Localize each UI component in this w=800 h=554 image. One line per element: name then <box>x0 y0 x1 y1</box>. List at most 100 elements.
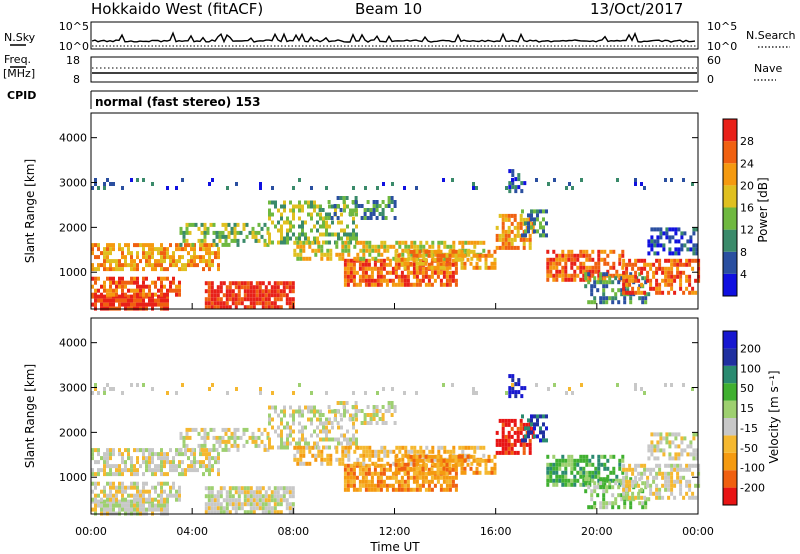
velocity-cell <box>637 463 641 468</box>
velocity-cell <box>683 436 687 441</box>
velocity-cell <box>366 421 370 425</box>
power-cell <box>688 258 692 263</box>
velocity-cell <box>470 461 474 466</box>
velocity-cell <box>267 506 271 511</box>
power-cell <box>349 266 353 271</box>
power-cell <box>552 277 556 282</box>
velocity-cell <box>136 493 139 498</box>
velocity-cell <box>325 433 328 438</box>
velocity-cell <box>528 438 532 443</box>
power-cell <box>400 257 404 262</box>
velocity-cell <box>160 497 163 502</box>
power-cell <box>615 273 619 278</box>
velocity-cell <box>433 454 437 459</box>
velocity-cell <box>219 506 223 511</box>
velocity-cell <box>234 510 238 515</box>
velocity-cell <box>343 487 347 492</box>
velocity-cell <box>463 466 467 471</box>
power-cell <box>328 232 331 237</box>
power-cell <box>421 270 425 275</box>
power-cell <box>545 221 548 226</box>
velocity-cell <box>136 383 139 387</box>
power-cell <box>289 208 292 213</box>
power-cell <box>620 276 624 281</box>
power-cell <box>355 224 358 229</box>
power-cell <box>313 236 316 241</box>
power-cell <box>514 185 518 190</box>
power-cell <box>406 261 410 266</box>
power-cell <box>385 262 389 267</box>
power-cell <box>109 280 112 285</box>
velocity-cell <box>397 483 401 488</box>
power-cell <box>682 178 685 182</box>
velocity-cell <box>148 503 151 508</box>
velocity-cell <box>270 494 274 499</box>
power-cell <box>442 270 446 275</box>
velocity-cell <box>124 468 127 473</box>
power-cell <box>599 300 603 305</box>
power-cell <box>397 274 401 279</box>
velocity-cell <box>523 386 527 391</box>
power-cell <box>291 289 295 294</box>
power-cell <box>133 298 136 303</box>
velocity-cell <box>643 467 647 472</box>
velocity-cell <box>415 470 419 475</box>
power-cell <box>517 185 521 190</box>
power-cell <box>260 234 264 239</box>
velocity-cell <box>514 394 518 399</box>
power-cell <box>498 233 502 238</box>
power-cell <box>679 282 683 287</box>
velocity-cell <box>222 510 226 515</box>
velocity-cell <box>614 501 618 506</box>
velocity-cell <box>346 441 349 446</box>
velocity-cell <box>274 429 277 434</box>
power-cell <box>362 240 366 245</box>
power-colorbar-tick: 24 <box>740 157 754 170</box>
power-cell <box>501 225 505 230</box>
power-cell <box>458 240 462 245</box>
velocity-cell <box>415 487 419 492</box>
velocity-cell <box>293 445 297 450</box>
velocity-cell <box>133 468 136 473</box>
velocity-cell <box>282 494 286 499</box>
power-cell <box>307 236 310 241</box>
power-cell <box>118 276 121 281</box>
velocity-cell <box>573 478 577 483</box>
velocity-cell <box>439 454 443 459</box>
power-cell <box>680 235 684 240</box>
power-cell <box>622 270 626 275</box>
power-cell <box>230 230 234 235</box>
power-cell <box>296 244 300 249</box>
power-cell <box>352 228 355 233</box>
velocity-cell <box>343 437 346 442</box>
power-cell <box>427 282 431 287</box>
power-cell <box>359 256 363 261</box>
power-cell <box>343 258 347 263</box>
power-cell <box>461 244 465 249</box>
power-cell <box>148 288 151 293</box>
velocity-cell <box>160 503 163 508</box>
power-cell <box>325 220 328 225</box>
power-cell <box>136 292 139 297</box>
velocity-cell <box>94 460 97 465</box>
velocity-cell <box>106 503 109 508</box>
velocity-cell <box>517 382 521 387</box>
velocity-cell <box>213 506 217 511</box>
power-cell <box>493 261 497 266</box>
velocity-cell <box>688 495 692 500</box>
velocity-cell <box>252 498 256 503</box>
velocity-cell <box>148 448 151 453</box>
velocity-cell <box>179 431 183 436</box>
velocity-cell <box>169 460 172 465</box>
power-cell <box>625 278 629 283</box>
velocity-cell <box>267 486 271 491</box>
power-cell <box>97 276 100 281</box>
velocity-cell <box>658 471 662 476</box>
velocity-cell <box>310 405 313 410</box>
power-cell <box>388 258 392 263</box>
velocity-cell <box>236 435 240 440</box>
power-cell <box>451 253 455 258</box>
power-cell <box>285 293 289 298</box>
power-cell <box>390 196 394 200</box>
velocity-cell <box>243 498 247 503</box>
